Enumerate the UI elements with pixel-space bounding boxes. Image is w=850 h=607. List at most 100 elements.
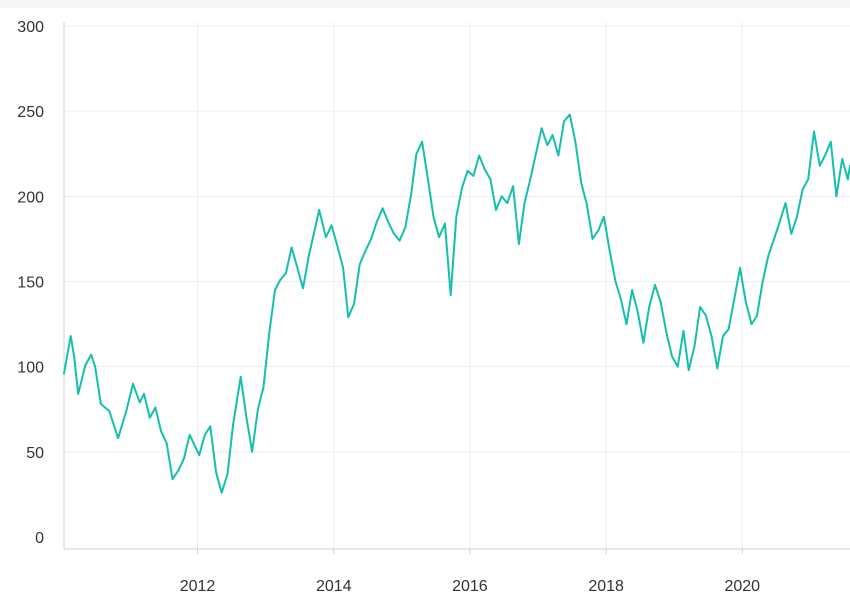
data-point-90 <box>586 204 588 206</box>
data-point-34 <box>268 331 271 334</box>
data-point-36 <box>279 278 282 281</box>
data-point-92 <box>597 229 600 232</box>
data-point-64 <box>438 236 440 239</box>
data-point-49 <box>353 302 355 305</box>
y-tick-label-200: 200 <box>17 189 44 206</box>
data-point-132 <box>824 154 826 157</box>
data-point-83 <box>546 144 549 147</box>
data-point-37 <box>285 272 287 274</box>
data-point-118 <box>744 301 747 303</box>
data-point-46 <box>336 244 339 247</box>
data-point-11 <box>132 382 134 385</box>
data-point-21 <box>188 434 191 436</box>
data-point-58 <box>404 226 407 228</box>
data-point-93 <box>603 215 605 218</box>
data-point-102 <box>654 284 656 286</box>
data-point-76 <box>506 202 509 204</box>
data-point-55 <box>387 221 390 223</box>
data-point-126 <box>790 233 793 235</box>
data-point-79 <box>523 202 526 204</box>
data-point-88 <box>574 141 577 143</box>
data-point-97 <box>625 323 628 325</box>
series-group <box>63 113 850 494</box>
data-point-128 <box>801 188 804 191</box>
data-point-32 <box>257 408 259 411</box>
data-point-22 <box>198 454 200 457</box>
data-point-56 <box>393 233 395 235</box>
data-point-100 <box>642 342 645 344</box>
data-point-18 <box>171 478 174 480</box>
x-tick-label-2012: 2012 <box>180 578 216 595</box>
data-point-77 <box>512 185 514 187</box>
data-point-3 <box>77 393 79 395</box>
x-tick-label-2020: 2020 <box>724 578 760 595</box>
data-point-52 <box>370 238 372 240</box>
horizontal-gridlines <box>64 25 850 453</box>
data-point-0 <box>63 372 65 375</box>
data-point-136 <box>846 178 849 181</box>
data-point-62 <box>426 176 429 179</box>
data-point-117 <box>739 267 741 269</box>
data-point-111 <box>705 314 707 317</box>
data-point-123 <box>773 238 775 240</box>
data-point-104 <box>665 331 668 334</box>
x-tick-label-2016: 2016 <box>452 578 488 595</box>
data-point-28 <box>232 423 234 426</box>
data-point-134 <box>835 195 838 198</box>
data-point-129 <box>807 178 810 181</box>
data-point-41 <box>307 255 310 257</box>
data-point-113 <box>716 367 719 370</box>
data-point-40 <box>302 287 304 290</box>
data-point-53 <box>376 221 378 223</box>
data-point-101 <box>648 306 651 308</box>
data-point-80 <box>529 178 532 181</box>
data-point-109 <box>693 345 696 348</box>
data-point-4 <box>84 364 87 366</box>
data-point-127 <box>796 215 798 218</box>
y-tick-label-100: 100 <box>17 360 44 377</box>
data-point-47 <box>342 267 344 269</box>
data-point-60 <box>415 152 418 155</box>
data-point-20 <box>183 457 185 460</box>
data-point-115 <box>727 328 730 330</box>
data-point-75 <box>500 195 503 198</box>
data-point-29 <box>239 376 242 378</box>
data-point-61 <box>421 141 423 143</box>
data-point-84 <box>551 134 554 136</box>
series-line-0 <box>63 113 850 494</box>
data-point-44 <box>325 236 327 239</box>
data-point-98 <box>631 289 633 291</box>
data-point-17 <box>165 442 168 445</box>
data-point-54 <box>381 207 384 210</box>
data-point-7 <box>100 403 102 405</box>
vertical-gridlines <box>196 22 743 554</box>
x-tick-label-2018: 2018 <box>588 578 624 595</box>
data-point-120 <box>756 314 758 317</box>
data-point-31 <box>251 451 253 453</box>
data-point-68 <box>461 187 463 189</box>
data-point-43 <box>318 209 321 211</box>
data-point-30 <box>245 416 248 419</box>
data-point-24 <box>209 425 212 428</box>
data-point-72 <box>483 168 486 170</box>
data-point-27 <box>226 473 229 475</box>
data-point-12 <box>138 401 141 404</box>
data-point-78 <box>518 243 520 245</box>
data-point-133 <box>829 141 832 143</box>
data-point-8 <box>108 410 111 412</box>
data-point-124 <box>778 221 781 223</box>
data-point-112 <box>710 335 713 337</box>
data-point-70 <box>472 175 475 177</box>
data-point-130 <box>813 130 815 133</box>
data-point-74 <box>495 209 497 211</box>
data-point-10 <box>125 410 128 412</box>
data-point-16 <box>160 430 162 433</box>
data-point-108 <box>687 369 690 371</box>
data-point-95 <box>614 280 617 283</box>
data-point-105 <box>671 355 673 358</box>
data-point-48 <box>347 316 350 319</box>
data-point-125 <box>784 202 787 204</box>
data-point-121 <box>761 280 764 283</box>
y-tick-label-300: 300 <box>17 19 44 36</box>
y-axis-labels: 0 50 100 150 200 250 300 <box>17 19 44 547</box>
